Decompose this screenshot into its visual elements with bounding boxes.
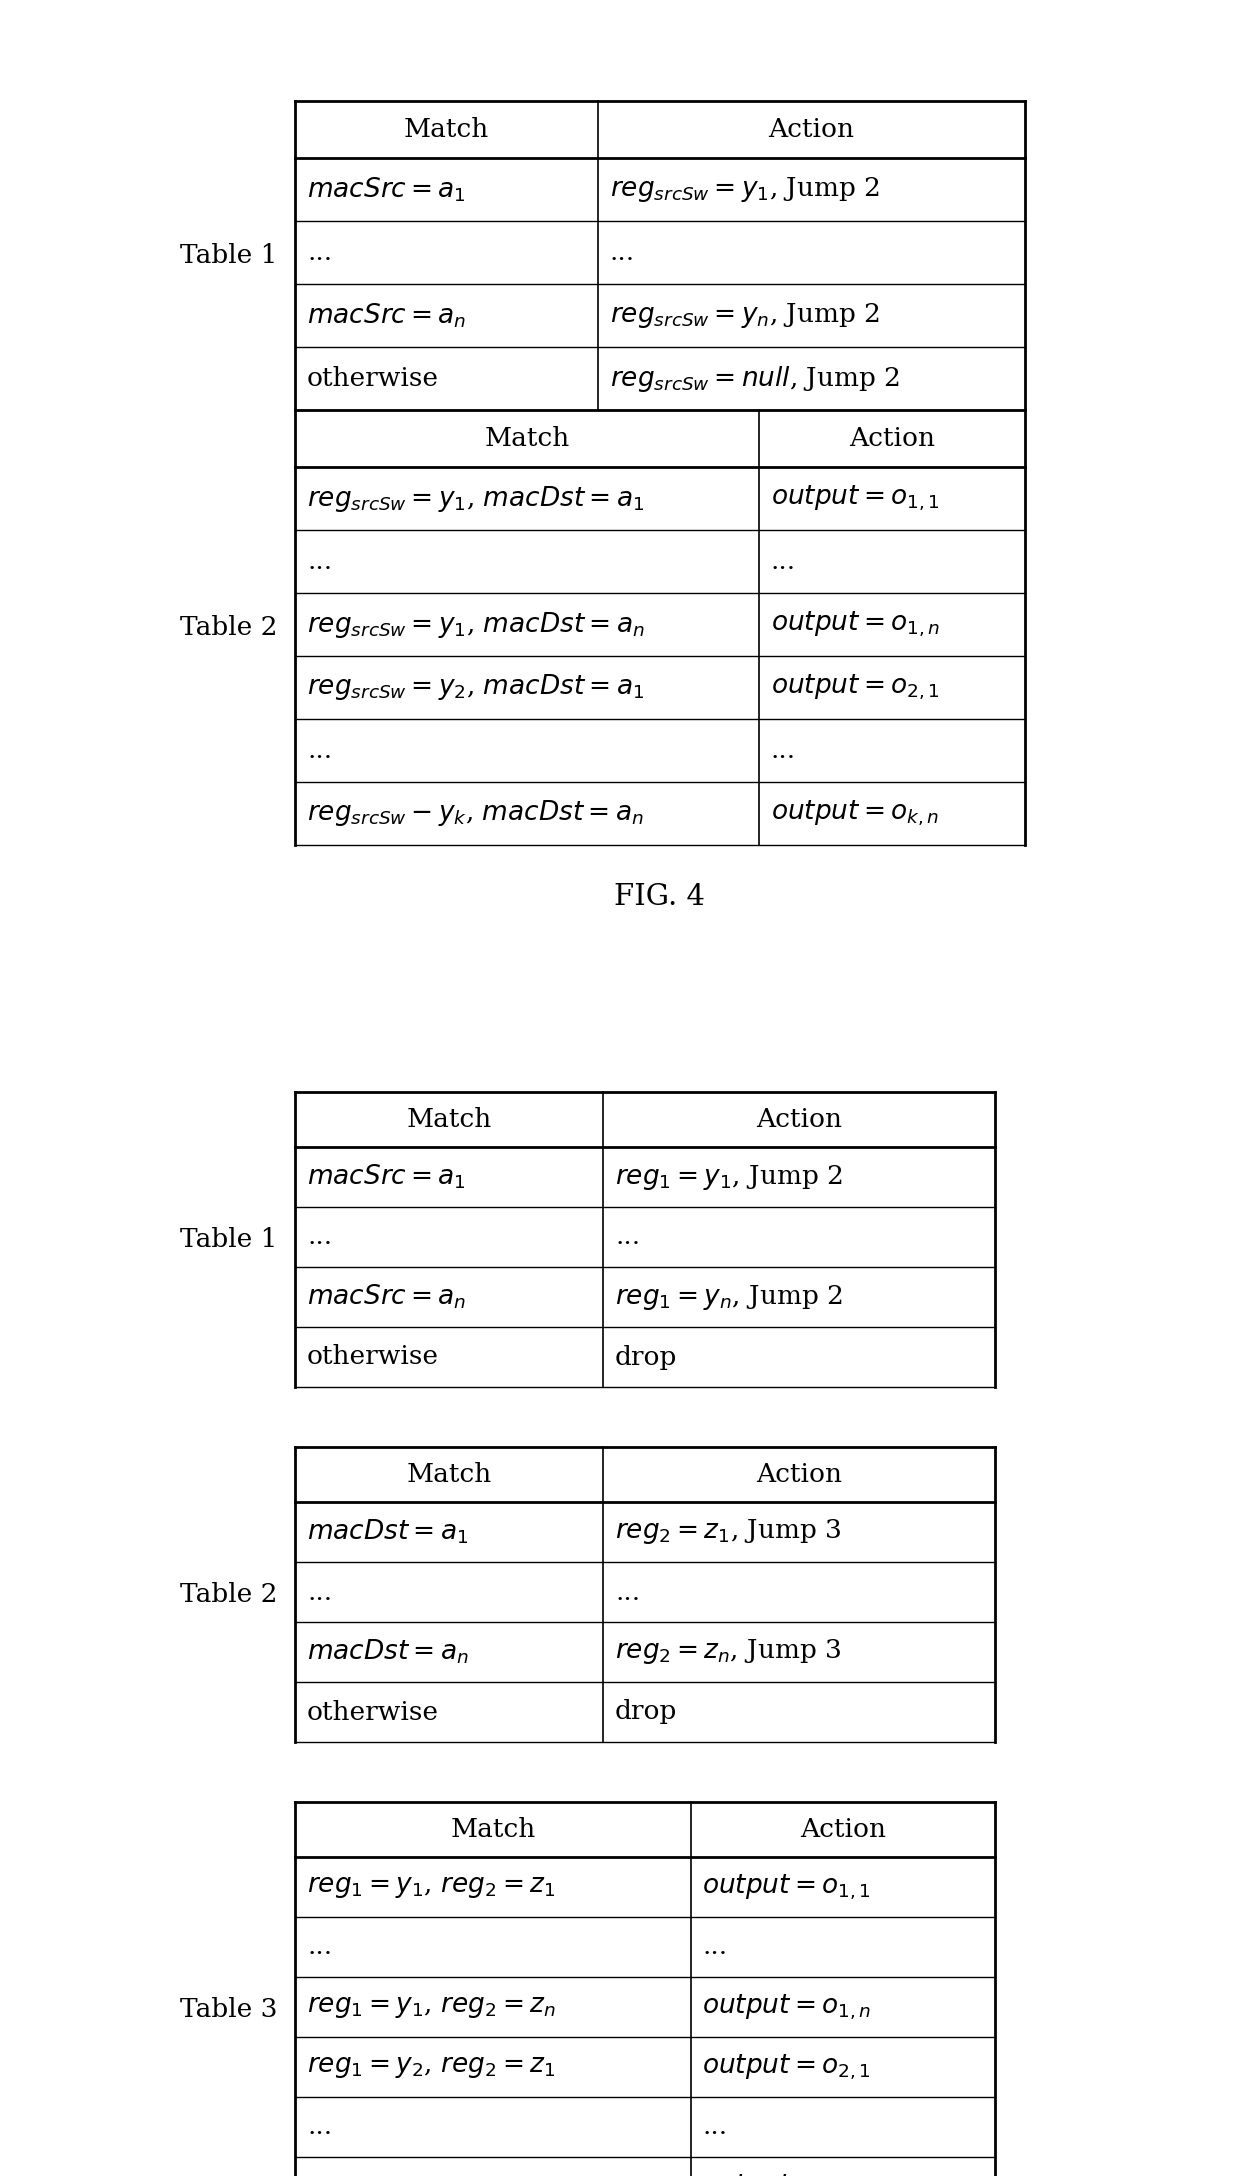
- Text: otherwise: otherwise: [308, 1345, 439, 1369]
- Text: $output = o_{1,1}$: $output = o_{1,1}$: [770, 483, 939, 514]
- Text: ...: ...: [770, 738, 796, 764]
- Text: ...: ...: [610, 239, 635, 265]
- Text: drop: drop: [615, 1699, 677, 1726]
- Text: $output = o_{k,n}$: $output = o_{k,n}$: [770, 799, 939, 829]
- Text: ...: ...: [615, 1580, 640, 1604]
- Text: $output = o_{2,1}$: $output = o_{2,1}$: [703, 2052, 872, 2082]
- Text: Match: Match: [484, 426, 569, 450]
- Text: Action: Action: [756, 1462, 842, 1486]
- Text: otherwise: otherwise: [308, 1699, 439, 1726]
- Text: $output = o_{1,n}$: $output = o_{1,n}$: [703, 1993, 872, 2022]
- Text: $reg_1 = y_n$, Jump 2: $reg_1 = y_n$, Jump 2: [615, 1282, 843, 1312]
- Text: ...: ...: [615, 1225, 640, 1249]
- Text: Match: Match: [407, 1462, 491, 1486]
- Text: $reg_{srcSw} - y_k$, $macDst = a_n$: $reg_{srcSw} - y_k$, $macDst = a_n$: [308, 799, 644, 829]
- Text: $reg_{srcSw} = y_1$, Jump 2: $reg_{srcSw} = y_1$, Jump 2: [610, 174, 880, 205]
- Text: Table 3: Table 3: [180, 1998, 277, 2022]
- Text: Table 1: Table 1: [180, 244, 277, 268]
- Text: $reg_{srcSw} = y_1$, $macDst = a_n$: $reg_{srcSw} = y_1$, $macDst = a_n$: [308, 609, 645, 640]
- Text: ...: ...: [308, 548, 332, 574]
- Text: ...: ...: [308, 1934, 332, 1961]
- Text: $output = o_{1,1}$: $output = o_{1,1}$: [703, 1871, 872, 1902]
- Text: ...: ...: [308, 738, 332, 764]
- Text: $output = o_{1,n}$: $output = o_{1,n}$: [770, 609, 940, 640]
- Text: Table 2: Table 2: [180, 616, 277, 640]
- Text: $reg_{srcSw} = y_2$, $macDst = a_1$: $reg_{srcSw} = y_2$, $macDst = a_1$: [308, 672, 645, 703]
- Text: ...: ...: [770, 548, 796, 574]
- Text: $reg_1 = y_2$, $reg_2 = z_1$: $reg_1 = y_2$, $reg_2 = z_1$: [308, 2054, 556, 2080]
- Text: Table 2: Table 2: [180, 1582, 277, 1608]
- Text: $reg_1 = y_1$, Jump 2: $reg_1 = y_1$, Jump 2: [615, 1162, 843, 1192]
- Text: Action: Action: [756, 1108, 842, 1132]
- Text: Match: Match: [450, 1817, 536, 1843]
- Text: Action: Action: [848, 426, 935, 450]
- Text: $macDst = a_1$: $macDst = a_1$: [308, 1517, 469, 1547]
- Text: $output = o_{2,1}$: $output = o_{2,1}$: [770, 672, 939, 703]
- Text: $reg_2 = z_n$, Jump 3: $reg_2 = z_n$, Jump 3: [615, 1639, 842, 1667]
- Text: $reg_2 = z_1$, Jump 3: $reg_2 = z_1$, Jump 3: [615, 1517, 842, 1547]
- Text: ...: ...: [703, 1934, 728, 1961]
- Text: $reg_1 = y_1$, $reg_2 = z_1$: $reg_1 = y_1$, $reg_2 = z_1$: [308, 1874, 556, 1900]
- Text: $reg_{srcSw} = null$, Jump 2: $reg_{srcSw} = null$, Jump 2: [610, 363, 900, 394]
- Text: ...: ...: [308, 1225, 332, 1249]
- Text: $reg_{srcSw} = y_1$, $macDst = a_1$: $reg_{srcSw} = y_1$, $macDst = a_1$: [308, 483, 645, 514]
- Text: otherwise: otherwise: [308, 366, 439, 392]
- Text: $output = o_{n,n}$: $output = o_{n,n}$: [703, 2172, 872, 2176]
- Text: Match: Match: [404, 118, 489, 141]
- Text: FIG. 4: FIG. 4: [615, 883, 706, 912]
- Text: ...: ...: [703, 2115, 728, 2139]
- Text: $macSrc = a_n$: $macSrc = a_n$: [308, 1282, 466, 1312]
- Text: Table 1: Table 1: [180, 1227, 277, 1251]
- Text: $macDst = a_n$: $macDst = a_n$: [308, 1639, 469, 1667]
- Text: drop: drop: [615, 1345, 677, 1369]
- Text: $macSrc = a_1$: $macSrc = a_1$: [308, 176, 466, 205]
- Text: ...: ...: [308, 1580, 332, 1604]
- Text: ...: ...: [308, 239, 332, 265]
- Text: Match: Match: [407, 1108, 491, 1132]
- Text: Action: Action: [800, 1817, 885, 1843]
- Text: $reg_{srcSw} = y_n$, Jump 2: $reg_{srcSw} = y_n$, Jump 2: [610, 300, 880, 331]
- Text: $reg_1 = y_1$, $reg_2 = z_n$: $reg_1 = y_1$, $reg_2 = z_n$: [308, 1995, 556, 2019]
- Text: $macSrc = a_n$: $macSrc = a_n$: [308, 300, 466, 331]
- Text: ...: ...: [308, 2115, 332, 2139]
- Text: $macSrc = a_1$: $macSrc = a_1$: [308, 1162, 466, 1190]
- Text: Action: Action: [769, 118, 854, 141]
